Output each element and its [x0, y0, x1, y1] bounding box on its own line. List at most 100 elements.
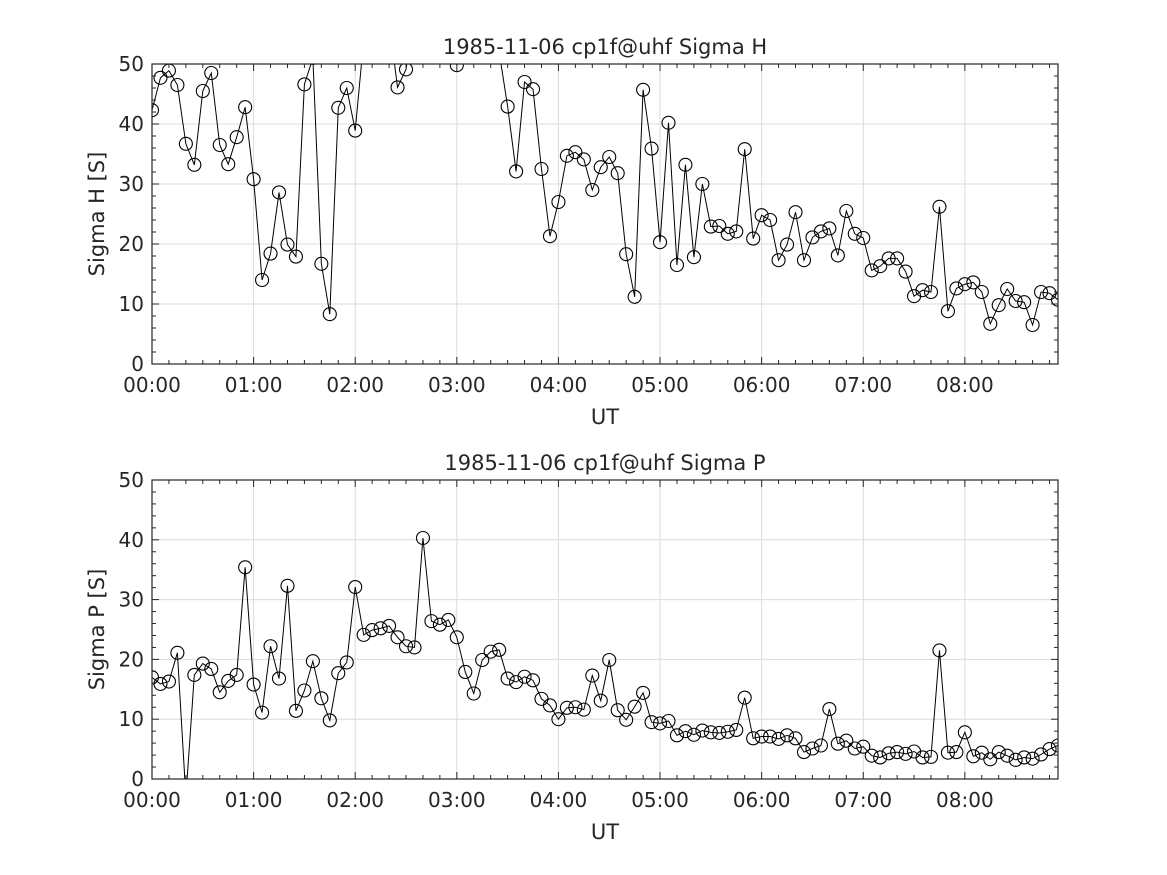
- data-point-marker: [652, 235, 668, 250]
- data-point-marker: [466, 686, 481, 701]
- data-point-marker: [500, 99, 515, 114]
- data-point-marker: [229, 667, 244, 683]
- data-point-marker: [415, 530, 431, 546]
- data-point-marker: [898, 264, 913, 279]
- x-tick-label: 08:00: [936, 373, 994, 397]
- data-point-marker: [915, 750, 930, 765]
- data-point-marker: [881, 746, 896, 761]
- data-point-marker: [170, 645, 185, 660]
- data-point-marker: [593, 160, 608, 175]
- data-point-marker: [686, 727, 701, 742]
- data-point-marker: [373, 621, 388, 636]
- data-point-marker: [695, 176, 710, 192]
- data-point-marker: [1025, 751, 1040, 766]
- data-point-marker: [864, 748, 879, 763]
- y-tick-label: 40: [119, 528, 144, 552]
- data-point-marker: [212, 137, 227, 153]
- x-tick-label: 07:00: [834, 788, 892, 812]
- data-point-marker: [255, 705, 270, 720]
- data-point-marker: [839, 203, 854, 219]
- data-point-marker: [661, 115, 676, 130]
- data-point-marker: [288, 249, 303, 264]
- data-point-marker: [763, 212, 778, 228]
- data-point-marker: [779, 728, 795, 743]
- data-point-marker: [551, 712, 566, 727]
- y-tick-label: 30: [119, 588, 144, 612]
- data-point-marker: [627, 699, 642, 714]
- y-tick-label: 50: [119, 468, 144, 492]
- chart-title: 1985-11-06 cp1f@uhf Sigma P: [444, 451, 765, 475]
- data-point-marker: [382, 618, 397, 633]
- data-point-marker: [957, 725, 972, 740]
- data-point-marker: [669, 728, 685, 743]
- y-axis-label: Sigma P [S]: [85, 569, 109, 691]
- data-point-marker: [509, 675, 524, 690]
- data-point-marker: [280, 578, 295, 593]
- data-point-marker: [864, 263, 879, 278]
- data-point-marker: [712, 218, 727, 234]
- data-point-marker: [983, 316, 998, 331]
- data-point-marker: [229, 130, 244, 145]
- y-tick-label: 30: [119, 172, 144, 196]
- data-point-marker: [991, 298, 1006, 313]
- data-point-marker: [542, 698, 558, 713]
- data-point-marker: [1008, 752, 1023, 767]
- data-point-marker: [661, 713, 676, 729]
- data-point-marker: [610, 166, 625, 181]
- y-tick-label: 10: [119, 292, 144, 316]
- y-tick-label: 20: [119, 647, 144, 671]
- data-point-marker: [881, 251, 896, 266]
- data-point-marker: [263, 639, 278, 654]
- sigma-p-chart: 00:00 01:00 02:00 03:00 04:00 05:00 06:00 07:00…: [85, 451, 1059, 844]
- data-point-marker: [788, 731, 803, 746]
- data-point-marker: [788, 205, 803, 220]
- data-point-marker: [152, 103, 160, 118]
- axes-box: [151, 63, 1059, 365]
- data-point-marker: [187, 157, 202, 172]
- data-point-marker: [627, 289, 642, 304]
- data-point-marker: [966, 275, 981, 290]
- data-point-marker: [1008, 293, 1023, 309]
- y-axis-label: Sigma H [S]: [85, 152, 109, 277]
- axes-box: [151, 479, 1059, 780]
- data-point-marker: [297, 683, 312, 698]
- data-point-marker: [729, 224, 744, 239]
- data-point-marker: [339, 655, 354, 670]
- data-point-marker: [390, 80, 405, 95]
- data-point-marker: [763, 729, 778, 744]
- data-point-marker: [619, 712, 634, 727]
- data-point-marker: [441, 612, 456, 627]
- data-point-marker: [255, 272, 270, 288]
- data-point-marker: [695, 723, 710, 738]
- x-tick-label: 07:00: [834, 373, 892, 397]
- x-tick-label: 06:00: [733, 373, 791, 397]
- data-point-marker: [449, 64, 464, 73]
- data-point-marker: [1000, 281, 1015, 297]
- data-point-marker: [339, 80, 354, 96]
- data-point-marker: [923, 749, 939, 764]
- data-point-marker: [890, 745, 905, 760]
- data-point-marker: [966, 749, 981, 764]
- data-point-marker: [847, 226, 862, 241]
- x-axis-label: UT: [591, 820, 619, 844]
- x-tick-label: 06:00: [733, 788, 791, 812]
- data-point-marker: [178, 136, 193, 151]
- data-series: [152, 64, 1058, 333]
- data-point-marker: [771, 253, 786, 268]
- data-point-marker: [263, 246, 278, 261]
- data-point-marker: [1034, 284, 1049, 300]
- data-point-marker: [475, 652, 490, 668]
- x-tick-label: 02:00: [326, 373, 384, 397]
- data-point-marker: [932, 643, 947, 658]
- data-point-marker: [153, 70, 168, 85]
- data-point-marker: [940, 745, 955, 760]
- data-point-marker: [356, 627, 371, 642]
- data-point-marker: [949, 745, 964, 760]
- x-tick-label: 01:00: [225, 788, 283, 812]
- data-point-marker: [602, 149, 617, 165]
- data-point-marker: [542, 229, 558, 244]
- data-point-marker: [432, 617, 447, 632]
- data-point-marker: [204, 661, 219, 677]
- data-point-marker: [822, 221, 837, 236]
